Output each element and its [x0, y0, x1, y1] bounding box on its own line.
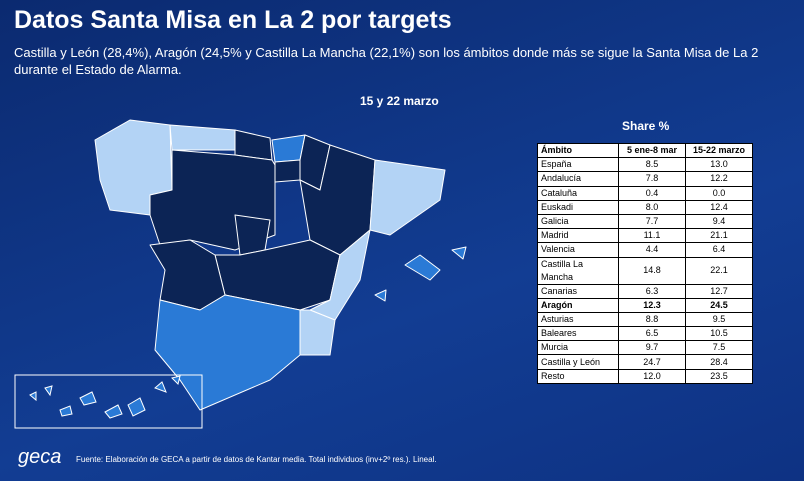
table-cell: 7.8 — [618, 171, 686, 187]
table-cell: 6.5 — [618, 326, 686, 342]
share-table: Ámbito 5 ene-8 mar 15-22 marzo España 8.5 13.… — [537, 142, 753, 384]
table-cell: Valencia — [537, 242, 619, 258]
table-row: Castilla La Mancha 14.8 22.1 — [537, 256, 753, 285]
table-row: Asturias 8.8 9.5 — [537, 311, 753, 328]
table-row: Galicia 7.7 9.4 — [537, 213, 753, 230]
table-cell: Canarias — [537, 283, 619, 299]
table-row: Valencia 4.4 6.4 — [537, 242, 753, 258]
table-row: Euskadi 8.0 12.4 — [537, 199, 753, 215]
table-cell: Aragón — [537, 297, 619, 313]
column-header: 15-22 marzo — [685, 142, 753, 159]
table-row: Madrid 11.1 21.1 — [537, 228, 753, 244]
table-cell: 8.0 — [618, 199, 686, 215]
source: Fuente: Elaboración de GECA a partir de … — [76, 455, 437, 464]
table-cell: 10.5 — [685, 326, 753, 342]
table-cell: 12.7 — [685, 283, 753, 299]
table-cell: Cataluña — [537, 185, 619, 201]
table-cell: Resto — [537, 368, 619, 384]
table-cell: 6.4 — [685, 242, 753, 258]
table-cell: 12.4 — [685, 199, 753, 215]
table-cell: Andalucía — [537, 171, 619, 187]
table-cell: 14.8 — [618, 256, 686, 285]
title: Datos Santa Misa en La 2 por targets — [14, 6, 452, 34]
table-cell: Madrid — [537, 228, 619, 244]
table-cell: 13.0 — [685, 157, 753, 173]
table-cell: Asturias — [537, 311, 619, 328]
logo: geca — [18, 446, 62, 468]
table-cell: 9.4 — [685, 213, 753, 230]
table-cell: 24.7 — [618, 354, 686, 370]
table-row: Canarias 6.3 12.7 — [537, 283, 753, 299]
table-cell: 21.1 — [685, 228, 753, 244]
table-cell: 11.1 — [618, 228, 686, 244]
table-cell: Castilla y León — [537, 354, 619, 370]
table-cell: 0.0 — [685, 185, 753, 201]
table-row: Cataluña 0.4 0.0 — [537, 185, 753, 201]
header-row: Ámbito 5 ene-8 mar 15-22 marzo — [537, 142, 753, 159]
table-cell: Euskadi — [537, 199, 619, 215]
table-cell: Murcia — [537, 340, 619, 356]
table-row: Resto 12.0 23.5 — [537, 368, 753, 384]
table-cell: 12.0 — [618, 368, 686, 384]
table-cell: 7.7 — [618, 213, 686, 230]
table-cell: España — [537, 157, 619, 173]
table-row: Castilla y León 24.7 28.4 — [537, 354, 753, 370]
table-cell: 12.2 — [685, 171, 753, 187]
table-cell: 12.3 — [618, 297, 686, 313]
table-row: Murcia 9.7 7.5 — [537, 340, 753, 356]
table-cell: 0.4 — [618, 185, 686, 201]
table-row: Aragón 12.3 24.5 — [537, 297, 753, 313]
table-cell: Castilla La Mancha — [537, 256, 619, 285]
table-title: Share % — [622, 119, 670, 133]
table-cell: 23.5 — [685, 368, 753, 384]
table-cell: 24.5 — [685, 297, 753, 313]
table-cell: 8.5 — [618, 157, 686, 173]
table-row: Andalucía 7.8 12.2 — [537, 171, 753, 187]
table-cell: Baleares — [537, 326, 619, 342]
table-row: España 8.5 13.0 — [537, 157, 753, 173]
table-cell: Galicia — [537, 213, 619, 230]
table-cell: 6.3 — [618, 283, 686, 299]
table-row: Baleares 6.5 10.5 — [537, 326, 753, 342]
column-header: Ámbito — [537, 142, 619, 159]
table-cell: 4.4 — [618, 242, 686, 258]
map-title: 15 y 22 marzo — [360, 94, 439, 108]
subtitle: Castilla y León (28,4%), Aragón (24,5% y… — [14, 45, 759, 77]
column-header: 5 ene-8 mar — [618, 142, 686, 159]
table-cell: 9.7 — [618, 340, 686, 356]
table-cell: 9.5 — [685, 311, 753, 328]
table-cell: 7.5 — [685, 340, 753, 356]
table-cell: 22.1 — [685, 256, 753, 285]
table-cell: 28.4 — [685, 354, 753, 370]
table-cell: 8.8 — [618, 311, 686, 328]
